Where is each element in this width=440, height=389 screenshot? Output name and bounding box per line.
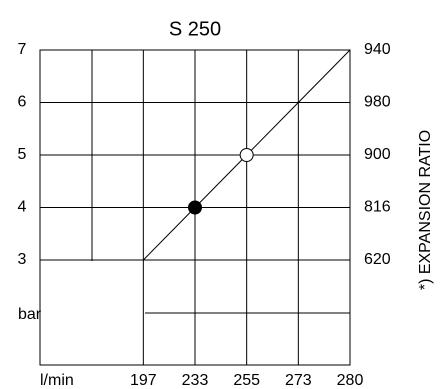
y-tick-label: 3 [18, 251, 27, 268]
y-tick-label: 4 [18, 199, 27, 216]
y2-tick-label: 816 [364, 199, 391, 216]
x-tick-label: 255 [233, 372, 260, 389]
chart-title: S 250 [169, 18, 221, 40]
x-axis-label: l/min [40, 372, 74, 389]
y2-tick-label: 980 [364, 94, 391, 111]
y2-tick-label: 940 [364, 41, 391, 58]
y2-tick-label: 900 [364, 146, 391, 163]
x-tick-label: 197 [130, 372, 157, 389]
y-tick-label: 7 [18, 41, 27, 58]
y-tick-label: 5 [18, 146, 27, 163]
x-tick-label: 273 [285, 372, 312, 389]
point [188, 200, 202, 215]
y-axis-label: bar [18, 306, 42, 323]
x-tick-label: 233 [182, 372, 209, 389]
y2-axis-label: *) EXPANSION RATIO [417, 130, 434, 290]
x-tick-label: 280 [337, 372, 364, 389]
point [239, 148, 254, 162]
y2-tick-label: 620 [364, 251, 391, 268]
y-tick-label: 6 [18, 94, 27, 111]
